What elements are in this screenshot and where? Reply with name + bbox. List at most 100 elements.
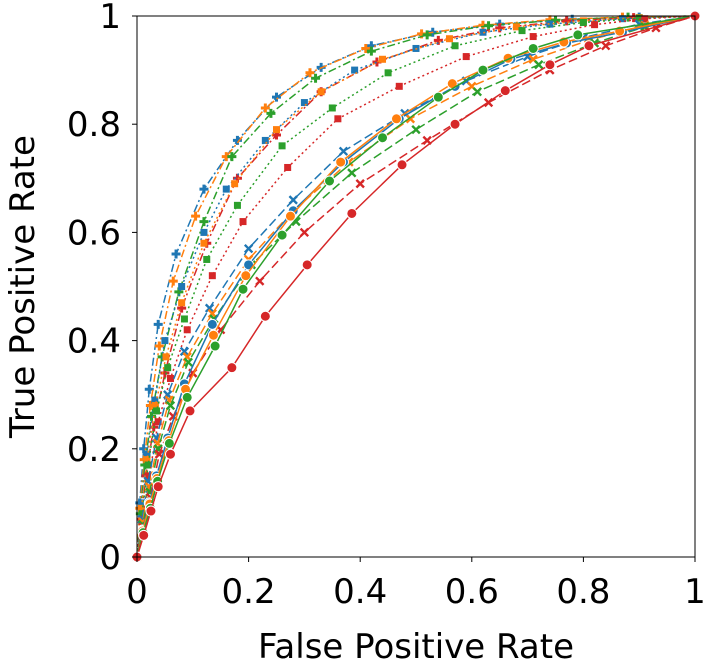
series-0 [132, 11, 700, 562]
series-5-point-5 [178, 299, 186, 307]
series-5-point-3 [151, 402, 159, 410]
series-3-point-13 [562, 16, 572, 26]
series-15-point-12 [499, 85, 511, 97]
series-0-point-7 [232, 135, 242, 145]
series-1-point-9 [305, 68, 315, 78]
series-0-line [136, 15, 696, 558]
series-14-point-5 [181, 391, 193, 403]
series-8-point-7 [243, 243, 254, 254]
series-15-point-7 [259, 310, 271, 322]
series-14-point-4 [163, 437, 175, 449]
series-8-line [136, 15, 696, 558]
series-1-line [136, 15, 696, 558]
series-7-point-5 [183, 326, 191, 334]
series-6-point-6 [203, 255, 211, 263]
series-4-point-12 [479, 28, 487, 36]
series-10-point-11 [472, 87, 483, 97]
series-6-point-3 [153, 407, 161, 415]
x-tick-label-1: 0.2 [222, 572, 276, 612]
y-tick-label-3: 0.6 [67, 213, 121, 253]
series-15-point-10 [396, 159, 408, 171]
series-4-point-1 [137, 499, 145, 507]
series-1-point-6 [191, 211, 201, 221]
y-tick-label-5: 1 [99, 0, 121, 37]
series-7 [133, 12, 699, 561]
series-7-line [136, 15, 696, 558]
series-7-point-12 [529, 33, 537, 41]
series-1-point-10 [361, 43, 371, 53]
series-4-point-4 [161, 337, 169, 345]
series-0-point-6 [199, 184, 209, 194]
series-0-point-8 [272, 92, 281, 102]
series-9 [132, 11, 700, 562]
series-10-point-12 [534, 60, 544, 70]
series-10 [132, 11, 700, 562]
series-0-point-4 [153, 319, 163, 329]
series-10-point-5 [183, 357, 193, 367]
series-1-point-5 [168, 276, 178, 286]
y-tick-label-1: 0.2 [67, 430, 121, 470]
x-tick-label-4: 0.8 [556, 572, 610, 612]
series-7-point-7 [239, 218, 247, 226]
series-11 [132, 11, 700, 562]
series-10-point-10 [411, 124, 421, 135]
series-14-point-14 [572, 29, 584, 41]
series-4-point-10 [351, 66, 359, 74]
series-11-point-13 [601, 41, 611, 51]
series-6-point-7 [233, 201, 241, 209]
series-14-point-11 [432, 91, 444, 103]
series-7-point-9 [334, 115, 342, 123]
plot-area [131, 10, 701, 563]
series-15-point-14 [583, 40, 595, 52]
series-5-point-10 [379, 55, 387, 63]
series-4 [133, 12, 699, 561]
series-15 [131, 10, 701, 563]
series-6-point-9 [328, 104, 336, 112]
series-7-point-3 [154, 418, 162, 426]
x-axis-label: False Positive Rate [258, 627, 574, 666]
series-8-point-6 [204, 303, 215, 313]
series-7-point-6 [208, 272, 216, 280]
series-1-point-4 [154, 341, 164, 351]
series-5-point-4 [162, 353, 170, 361]
series-15-point-1 [138, 529, 150, 541]
series-4-point-8 [261, 136, 269, 144]
series-1 [132, 11, 700, 562]
series-11-point-7 [255, 276, 265, 286]
series-7-point-4 [166, 374, 174, 382]
series-15-point-6 [226, 362, 238, 374]
series-13-point-6 [207, 329, 219, 341]
series-4-point-6 [200, 228, 208, 236]
series-4-point-9 [300, 99, 308, 107]
series-4-point-7 [222, 185, 230, 193]
series-11-point-8 [299, 227, 310, 238]
y-tick-label-0: 0 [99, 538, 121, 578]
series-14-point-12 [477, 64, 489, 76]
series-4-point-13 [546, 20, 554, 28]
y-tick-label-4: 0.8 [67, 105, 121, 145]
series-6-point-4 [164, 364, 172, 372]
series-6-point-12 [518, 27, 526, 35]
series-2-point-6 [199, 217, 209, 227]
series-3-line [136, 15, 696, 558]
series-14-point-9 [324, 175, 336, 187]
y-tick-label-2: 0.4 [67, 322, 121, 362]
series-13-point-8 [284, 210, 296, 222]
series-1-point-8 [260, 103, 270, 113]
series-13-point-7 [240, 270, 252, 282]
series-7-point-8 [284, 163, 292, 171]
series-7-point-13 [591, 21, 599, 29]
series-6-point-10 [384, 69, 392, 77]
x-tick-label-5: 1 [684, 572, 706, 612]
series-8-point-8 [288, 195, 298, 205]
series-3-point-12 [495, 23, 505, 33]
series-4-line [136, 15, 696, 558]
series-15-point-11 [449, 118, 461, 130]
series-5-point-11 [445, 35, 453, 43]
series-15-point-9 [346, 207, 358, 219]
series-5-point-7 [231, 180, 239, 188]
series-6-point-11 [451, 42, 459, 50]
series-15-point-13 [544, 59, 556, 71]
